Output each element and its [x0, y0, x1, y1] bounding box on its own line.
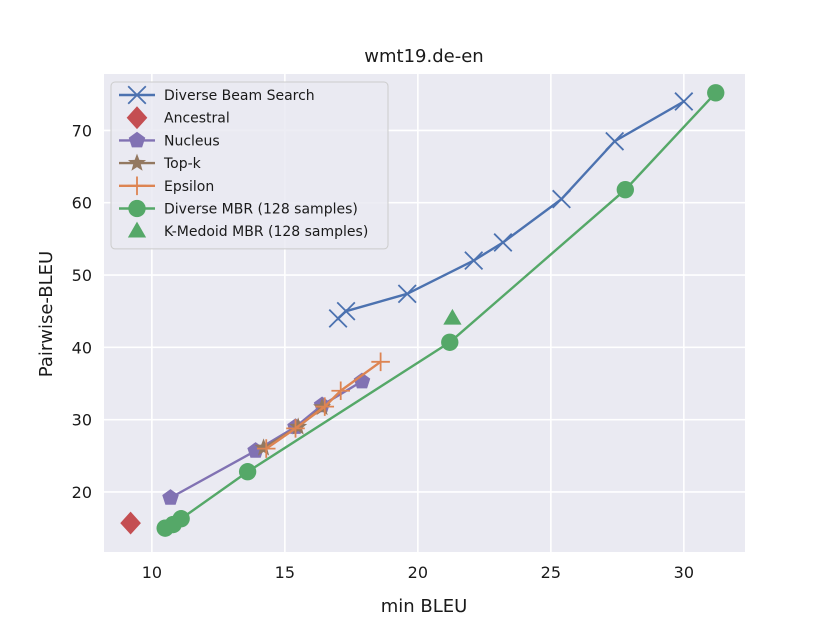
- data-point: [674, 92, 694, 111]
- data-point: [238, 463, 257, 481]
- series-6: [156, 84, 725, 537]
- legend-marker: [127, 153, 147, 171]
- data-point: [336, 301, 356, 321]
- series-1: [328, 92, 694, 328]
- legend-entry: Ancestral: [126, 106, 230, 130]
- legend-label: Top-k: [163, 156, 202, 172]
- y-tick-label: 50: [72, 266, 92, 285]
- legend-label: Nucleus: [164, 133, 220, 149]
- series-5: [256, 352, 390, 458]
- legend-label: Diverse Beam Search: [164, 88, 315, 104]
- legend-entry: Top-k: [119, 153, 202, 172]
- data-point: [371, 352, 390, 372]
- legend-marker: [127, 221, 147, 238]
- data-point: [493, 233, 513, 252]
- grid: [104, 74, 745, 552]
- legend-entry: Nucleus: [119, 131, 220, 149]
- series-2: [120, 511, 141, 535]
- x-tick-label: 15: [275, 563, 295, 582]
- series-layer: [120, 84, 725, 537]
- legend-marker: [128, 199, 146, 218]
- data-point: [172, 510, 190, 528]
- data-point: [443, 308, 462, 325]
- chart-title: wmt19.de-en: [364, 46, 483, 67]
- legend-box: [110, 81, 389, 250]
- series-line: [337, 100, 685, 320]
- x-tick-label: 30: [674, 563, 694, 582]
- y-axis-label: Pairwise-BLEU: [36, 251, 57, 377]
- data-point: [162, 489, 179, 505]
- y-tick-label: 40: [72, 338, 92, 357]
- data-point: [441, 333, 459, 351]
- data-point: [256, 439, 276, 458]
- y-tick-label: 30: [72, 411, 92, 430]
- data-point: [315, 397, 335, 416]
- legend-entry: K-Medoid MBR (128 samples): [127, 221, 368, 240]
- legend-marker: [128, 131, 146, 148]
- legend-label: Ancestral: [164, 111, 230, 127]
- x-tick-label: 20: [408, 563, 428, 582]
- legend-label: Epsilon: [164, 179, 214, 195]
- legend-marker: [127, 85, 147, 105]
- data-point: [120, 511, 141, 535]
- legend-marker: [126, 106, 148, 130]
- data-point: [464, 251, 484, 271]
- y-tick-label: 60: [72, 194, 92, 213]
- y-tick-label: 70: [72, 121, 92, 140]
- legend-marker: [127, 176, 147, 196]
- data-point: [552, 189, 571, 209]
- x-axis-label: min BLEU: [381, 596, 468, 617]
- x-tick-label: 10: [142, 563, 162, 582]
- data-point: [616, 181, 634, 199]
- data-point: [286, 419, 305, 438]
- data-point: [397, 284, 417, 304]
- data-point: [331, 381, 350, 401]
- x-tick-label: 25: [541, 563, 561, 582]
- legend-label: Diverse MBR (128 samples): [164, 202, 358, 218]
- legend-entry: Diverse Beam Search: [119, 85, 315, 105]
- tick-labels: 10 15 20 25 30 20 30 40 50 60 70: [72, 121, 694, 582]
- data-point: [707, 84, 725, 102]
- legend-label: K-Medoid MBR (128 samples): [164, 224, 368, 240]
- series-7: [443, 308, 462, 325]
- legend: Diverse Beam Search Ancestral Nucleus Top-k…: [110, 81, 389, 250]
- data-point: [353, 372, 371, 389]
- legend-entry: Epsilon: [119, 176, 214, 196]
- data-point: [605, 131, 625, 151]
- data-point: [254, 438, 273, 456]
- y-tick-label: 20: [72, 483, 92, 502]
- legend-entry: Diverse MBR (128 samples): [119, 199, 358, 218]
